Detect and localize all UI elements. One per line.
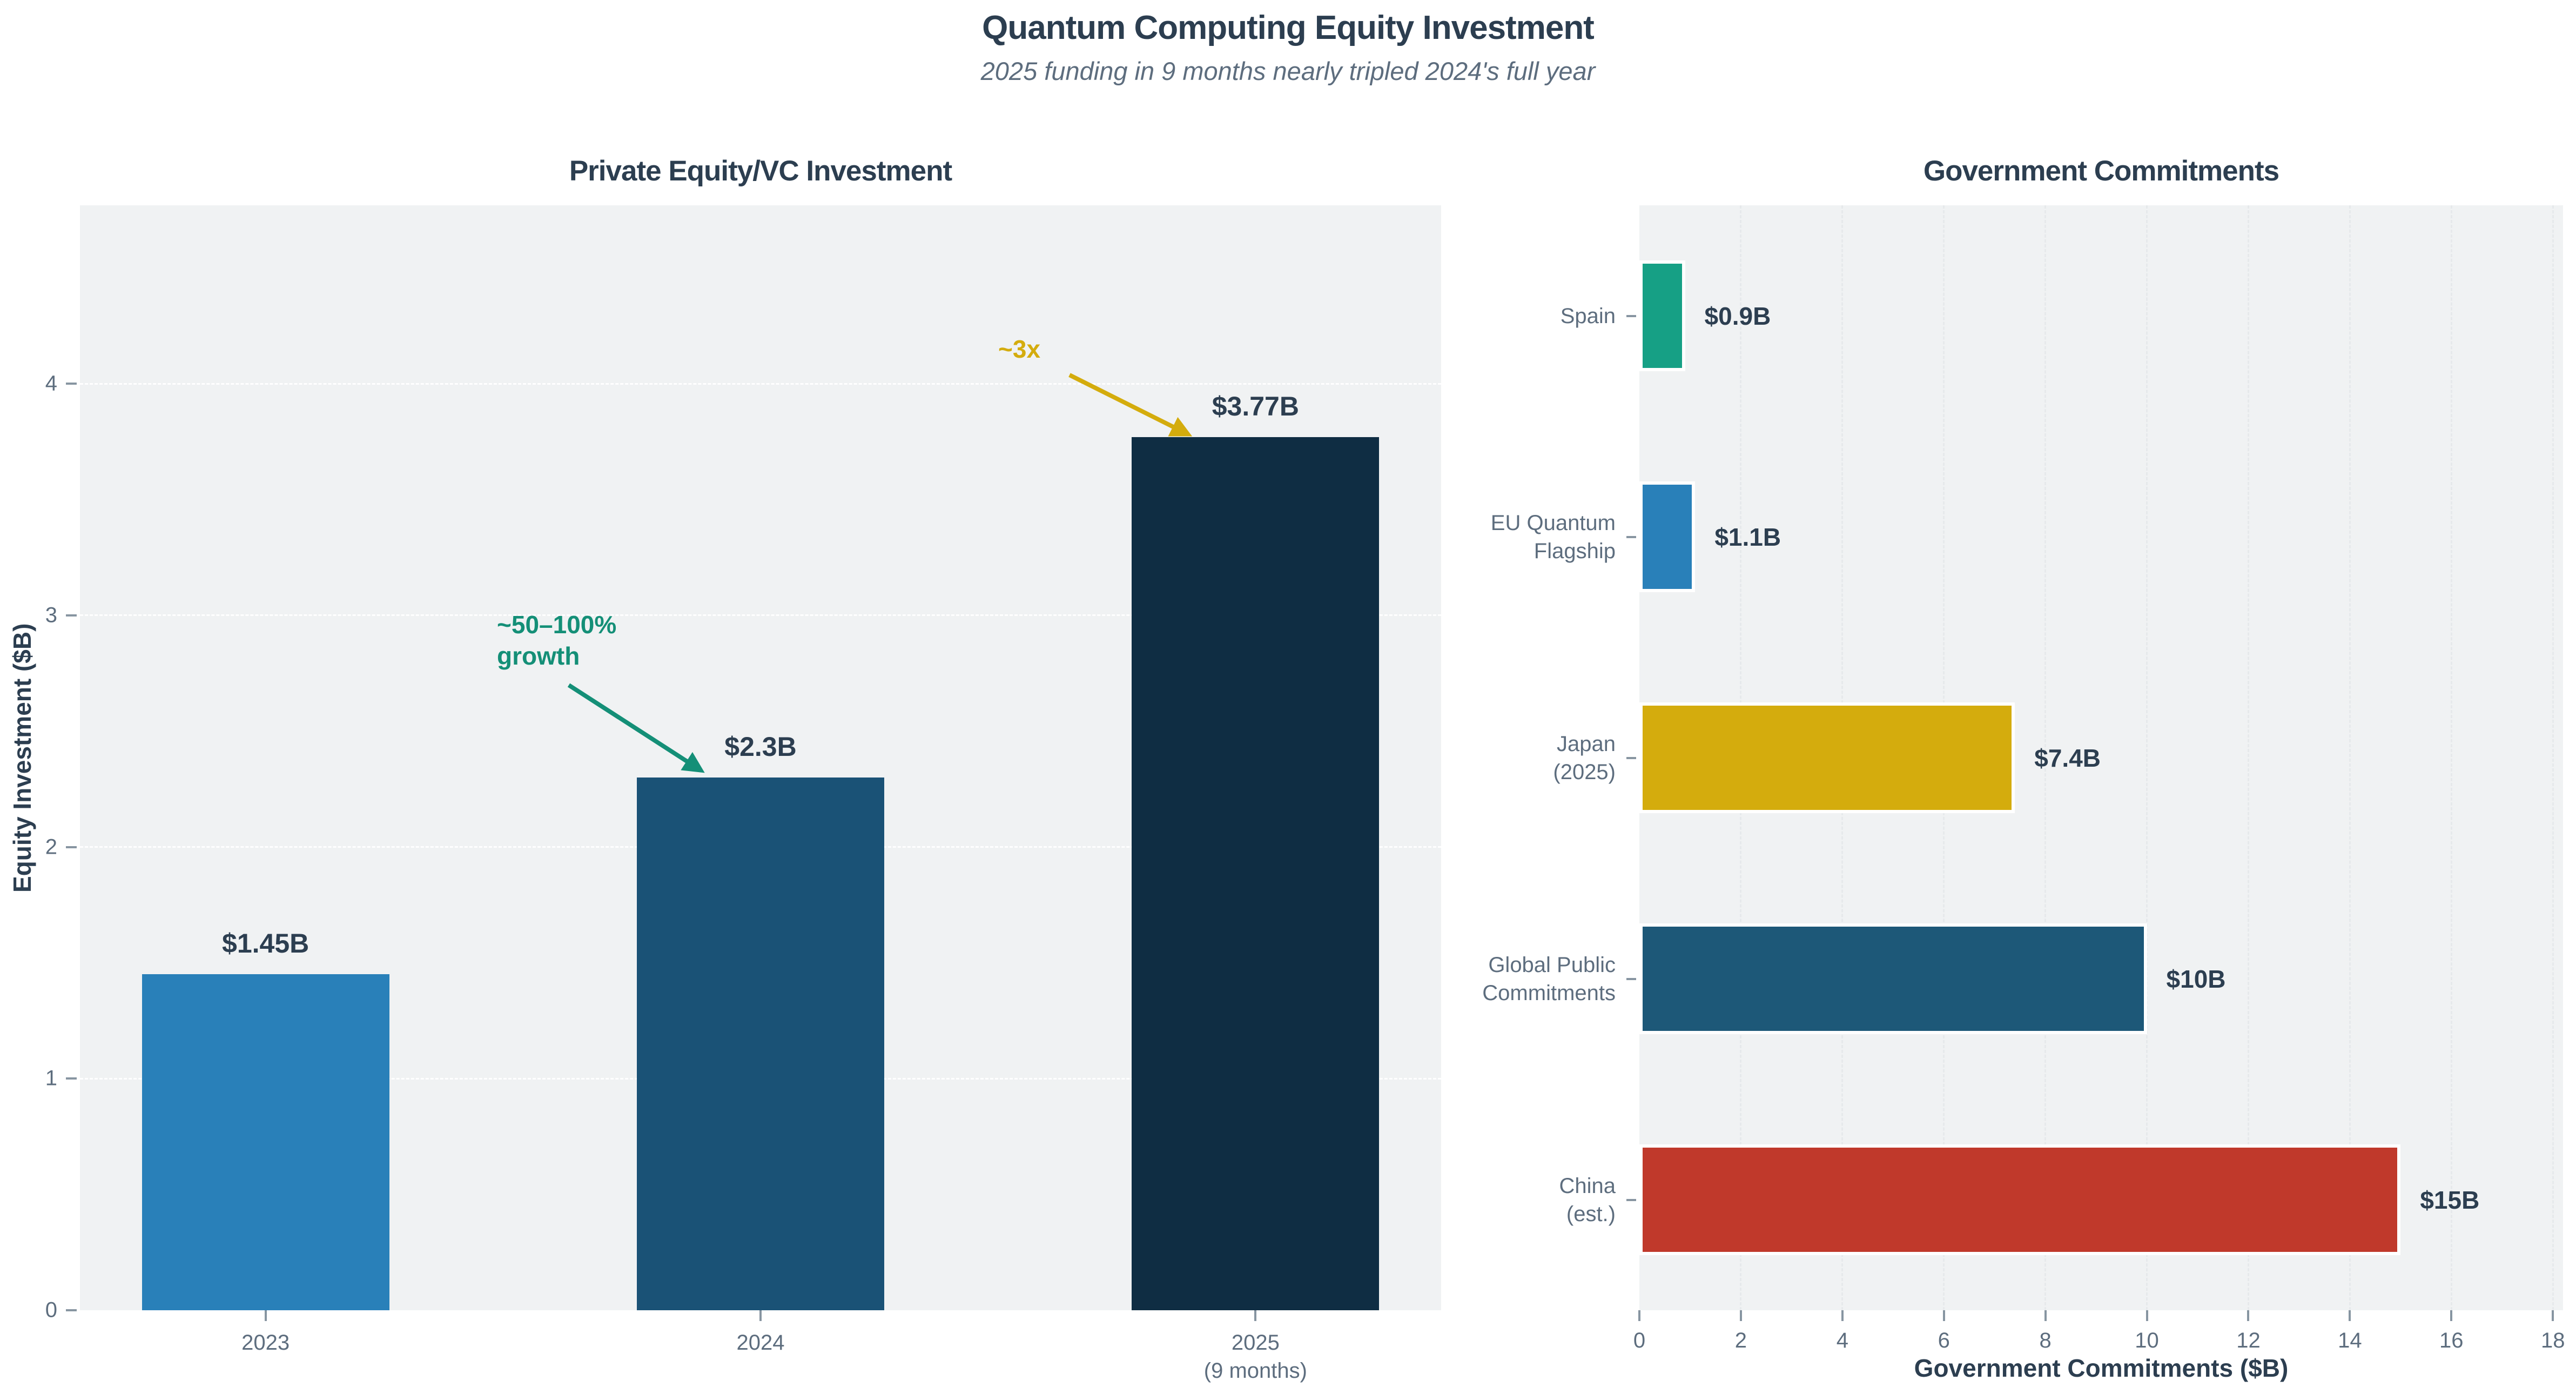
- y-tick-label: 0: [45, 1298, 57, 1322]
- x-tick-mark: [2247, 1310, 2250, 1321]
- x-tick-label: 2: [1734, 1329, 1747, 1352]
- y-tick-mark: [1626, 535, 1636, 538]
- x-tick-mark: [264, 1310, 267, 1321]
- bar-value-label: $7.4B: [2034, 743, 2101, 772]
- bar-2025: [1132, 437, 1380, 1310]
- x-tick-label: 2023: [241, 1331, 290, 1355]
- x-gridline: [2552, 205, 2554, 1310]
- y-tick-mark: [66, 614, 77, 616]
- x-tick-label: 2024: [736, 1331, 785, 1355]
- x-gridline: [2450, 205, 2452, 1310]
- x-tick-mark: [1638, 1310, 1640, 1321]
- x-tick-label: 10: [2135, 1329, 2159, 1352]
- y-tick-mark: [1626, 1198, 1636, 1201]
- bar-value-label: $3.77B: [1212, 391, 1299, 421]
- bar-EU Quantum: [1639, 481, 1696, 592]
- x-tick-label: 18: [2540, 1329, 2565, 1352]
- right-chart-plot-area: 0 2 4 6 8 10 12 14 16 18 $0.9B Spain $1.1B EU Quantum…: [1482, 205, 2565, 1352]
- bar-2023: [142, 974, 389, 1310]
- bar-Global Public: [1639, 923, 2147, 1034]
- bar-Spain: [1639, 260, 1685, 371]
- y-tick-mark: [1626, 756, 1636, 759]
- annotation-text: ~50–100% growth: [497, 611, 617, 670]
- y-tick-label: 2: [45, 835, 57, 859]
- annotation-text: ~3x: [998, 335, 1041, 363]
- y-tick-mark: [66, 383, 77, 385]
- bar-value-label: $1.1B: [1714, 522, 1781, 551]
- x-tick-mark: [1841, 1310, 1844, 1321]
- x-tick-mark: [2552, 1310, 2554, 1321]
- y-tick-mark: [66, 1077, 77, 1080]
- bar-value-label: $10B: [2166, 964, 2226, 993]
- bar-value-label: $15B: [2420, 1185, 2480, 1214]
- figure-subtitle: 2025 funding in 9 months nearly tripled …: [980, 57, 1596, 85]
- x-gridline: [2349, 205, 2351, 1310]
- category-label: Global Public Commitments: [1482, 953, 1616, 1005]
- left-chart-y-axis-label: Equity Investment ($B): [8, 623, 36, 893]
- bar-value-label: $0.9B: [1704, 301, 1771, 330]
- y-tick-mark: [1626, 314, 1636, 317]
- x-tick-label: 8: [2039, 1329, 2052, 1352]
- x-tick-label: 16: [2439, 1329, 2464, 1352]
- x-tick-label: 6: [1938, 1329, 1950, 1352]
- y-gridline: [80, 614, 1441, 616]
- x-tick-mark: [2044, 1310, 2047, 1321]
- category-label: Spain: [1560, 304, 1616, 328]
- x-tick-mark: [2450, 1310, 2453, 1321]
- bar-value-label: $2.3B: [724, 731, 797, 762]
- x-gridline: [2247, 205, 2249, 1310]
- category-label: China (est.): [1559, 1174, 1616, 1226]
- x-tick-mark: [2145, 1310, 2148, 1321]
- category-label: EU Quantum Flagship: [1490, 511, 1616, 563]
- bar-2024: [636, 777, 885, 1310]
- x-tick-label: 14: [2338, 1329, 2362, 1352]
- y-tick-label: 3: [45, 603, 57, 627]
- y-tick-label: 1: [45, 1066, 57, 1090]
- x-tick-mark: [2349, 1310, 2351, 1321]
- y-tick-mark: [66, 846, 77, 848]
- figure-title: Quantum Computing Equity Investment: [982, 9, 1595, 46]
- right-chart-title: Government Commitments: [1923, 155, 2279, 187]
- left-chart-plot-area: 0 1 2 3 4 $1.45B 2023 $2.3B 2024 $3.77B 2025 (9 mo…: [45, 205, 1441, 1383]
- bar-Japan: [1639, 702, 2015, 813]
- x-tick-mark: [1254, 1310, 1257, 1321]
- annotation-arrow: [567, 683, 705, 773]
- bar-value-label: $1.45B: [222, 928, 310, 959]
- x-tick-label: 0: [1633, 1329, 1646, 1352]
- category-label: Japan (2025): [1553, 732, 1616, 784]
- x-tick-mark: [759, 1310, 762, 1321]
- y-gridline: [80, 383, 1441, 385]
- right-chart-x-axis-label: Government Commitments ($B): [1914, 1354, 2289, 1382]
- y-tick-mark: [66, 1309, 77, 1311]
- x-tick-label: 4: [1836, 1329, 1848, 1352]
- x-tick-label: 12: [2236, 1329, 2261, 1352]
- x-tick-mark: [1942, 1310, 1945, 1321]
- left-chart-title: Private Equity/VC Investment: [569, 155, 952, 187]
- y-tick-label: 4: [45, 371, 57, 396]
- x-gridline: [2044, 205, 2047, 1310]
- y-tick-mark: [1626, 977, 1636, 980]
- bar-China: [1639, 1144, 2401, 1255]
- x-tick-label: 2025 (9 months): [1203, 1331, 1307, 1383]
- x-tick-mark: [1739, 1310, 1742, 1321]
- x-gridline: [2146, 205, 2148, 1310]
